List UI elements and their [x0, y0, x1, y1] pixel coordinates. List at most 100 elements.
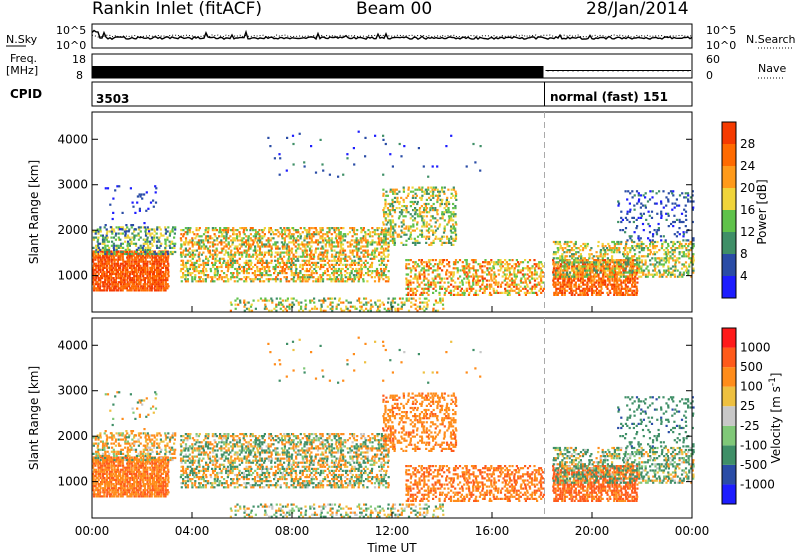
power-cell: [459, 275, 462, 278]
power-cell: [400, 196, 403, 199]
power-cell: [634, 245, 637, 248]
power-cell: [194, 237, 197, 240]
power-cell: [452, 275, 455, 278]
power-cell: [393, 301, 397, 304]
power-cell: [416, 200, 419, 204]
power-cell: [588, 255, 591, 258]
power-cell: [477, 263, 480, 266]
power-cell: [494, 283, 497, 286]
power-cell: [128, 262, 131, 265]
power-cell: [144, 230, 147, 233]
power-cell: [559, 283, 562, 286]
power-cell: [647, 237, 650, 240]
power-cell: [319, 227, 322, 230]
power-cell: [174, 250, 177, 254]
power-cell: [263, 307, 266, 310]
power-cell: [692, 261, 695, 264]
power-cell: [423, 235, 426, 238]
power-cell: [629, 208, 632, 211]
power-cell: [380, 259, 383, 262]
power-cell: [602, 277, 605, 280]
power-cell: [578, 283, 581, 286]
power-cell: [128, 272, 132, 276]
power-cell: [384, 241, 387, 244]
power-cell: [477, 279, 480, 282]
power-cell: [220, 263, 223, 266]
power-cell: [231, 229, 234, 232]
power-cell: [251, 227, 254, 230]
power-cell: [92, 272, 95, 276]
power-cell: [351, 278, 354, 281]
power-cell: [123, 230, 126, 233]
power-cell: [570, 240, 573, 244]
power-cell: [497, 263, 500, 266]
power-cell: [107, 270, 111, 274]
power-cell: [439, 299, 442, 302]
power-cell: [589, 249, 592, 252]
power-cell: [405, 239, 408, 242]
power-cell: [450, 196, 453, 199]
power-cell: [282, 309, 285, 312]
power-cell: [563, 242, 566, 246]
power-cell: [538, 275, 541, 278]
power-cell: [427, 273, 430, 276]
power-cell: [610, 251, 613, 254]
power-cell: [231, 241, 234, 244]
power-cell: [620, 273, 623, 276]
power-cell: [99, 228, 102, 231]
power-cell: [463, 277, 466, 280]
power-cell: [595, 269, 598, 272]
power-cell: [687, 273, 690, 276]
power-cell: [452, 237, 455, 240]
power-cell: [115, 289, 118, 292]
power-cell: [304, 270, 307, 273]
power-cell: [184, 253, 187, 256]
power-cell: [500, 267, 503, 270]
power-cell: [185, 239, 188, 242]
power-cell: [151, 272, 154, 276]
power-cell: [182, 261, 185, 264]
power-cell: [267, 253, 271, 256]
power-cell: [371, 241, 374, 244]
power-cell: [407, 309, 411, 312]
power-cell: [103, 226, 106, 229]
power-cell: [443, 227, 446, 230]
power-cell: [414, 261, 417, 264]
power-cell: [288, 253, 291, 256]
power-cell: [414, 287, 417, 290]
power-cell: [301, 278, 305, 281]
power-cell: [286, 245, 289, 248]
power-cell: [598, 267, 601, 270]
power-cell: [378, 253, 381, 256]
power-cell: [126, 246, 129, 249]
power-cell: [260, 235, 264, 238]
power-cell: [329, 297, 332, 300]
power-cell: [415, 194, 418, 197]
power-cell: [646, 247, 649, 250]
power-cell: [198, 259, 201, 262]
power-cell: [401, 231, 404, 234]
power-cell: [320, 263, 323, 266]
power-cell: [256, 278, 259, 281]
power-cell: [564, 265, 567, 268]
power-cell: [279, 307, 282, 310]
power-cell: [110, 256, 113, 259]
power-cell: [389, 213, 392, 216]
power-cell: [117, 244, 120, 247]
power-cell: [294, 263, 297, 266]
power-cell: [247, 241, 250, 244]
power-cell: [333, 249, 336, 252]
power-cell: [290, 278, 293, 281]
power-cell: [141, 256, 144, 259]
power-cell: [640, 242, 643, 246]
power-cell: [298, 309, 301, 312]
power-cell: [449, 211, 452, 214]
power-cell: [634, 259, 637, 262]
power-cell: [338, 235, 341, 238]
power-cell: [115, 270, 118, 274]
power-cell: [190, 261, 194, 264]
power-cell: [377, 280, 381, 283]
power-cell: [448, 291, 451, 294]
power-cell: [99, 264, 102, 267]
power-cell: [415, 209, 418, 212]
